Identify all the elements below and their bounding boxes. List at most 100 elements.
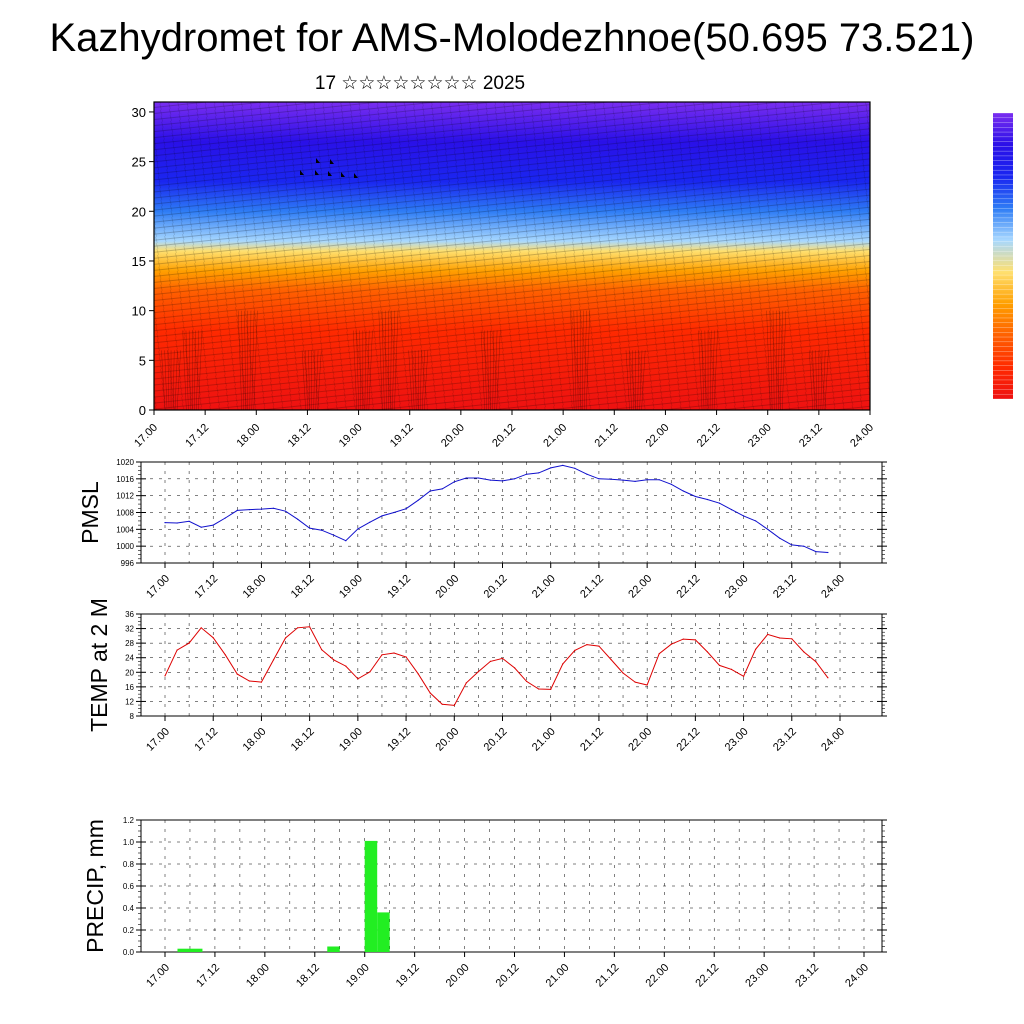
wind-streak [419,350,422,410]
x-tick-label: 20.12 [494,962,522,990]
wind-streak [421,350,425,410]
temperature-line [164,626,829,706]
y-tick-label: 5 [139,353,146,368]
data-point [321,649,323,651]
y-tick-label: 1.0 [123,838,135,847]
x-tick-label: 24.00 [843,962,871,990]
y-tick-label: 0.2 [123,926,135,935]
x-tick-label: 19.12 [385,726,413,754]
wind-streak [244,310,247,410]
x-tick-label: 24.00 [819,573,847,601]
data-point [489,660,491,663]
x-tick-label: 23.12 [771,573,799,601]
x-tick-label: 18.12 [289,726,317,754]
wind-streak [174,350,178,410]
y-tick-label: 20 [125,668,134,677]
x-tick-label: 22.00 [643,962,671,990]
wind-streak [766,310,771,410]
pmsl-line [164,464,828,553]
y-tick-label: 32 [125,625,134,634]
y-axis-label: PRECIP, mm [82,819,108,953]
wind-streak [492,330,495,410]
y-tick-label: 28 [125,639,134,648]
precip-bar [377,912,390,952]
wind-streak [249,310,252,410]
data-point [236,509,238,511]
x-tick-label: 20.00 [433,726,461,754]
wind-streak [641,350,646,410]
x-tick-label: 21.00 [541,422,569,450]
x-tick-label: 19.00 [344,962,372,990]
wind-streak [251,310,255,410]
wind-streak [628,350,632,410]
data-point [718,502,721,504]
y-tick-label: 16 [125,683,134,692]
wind-barb [300,170,304,175]
wind-streak [583,310,587,410]
wind-streak [480,330,485,410]
wind-streak [777,310,780,410]
x-tick-label: 19.12 [388,422,416,450]
data-point [212,524,214,526]
y-tick-label: 0.8 [123,860,135,869]
data-point [706,651,709,653]
y-tick-label: 0.0 [123,948,135,957]
data-point [453,481,455,483]
wind-streak [769,310,773,410]
wind-streak [781,310,787,410]
chart-title: Kazhydromet for AMS-Molodezhnoe(50.695 7… [49,16,975,60]
y-tick-label: 996 [121,559,135,568]
x-tick-label: 17.00 [144,726,172,754]
x-tick-label: 17.00 [132,422,160,450]
data-point [441,488,443,490]
data-point [345,540,347,542]
x-tick-label: 17.12 [183,422,211,450]
data-point [694,639,697,641]
data-point [453,704,455,707]
wind-streak [378,310,383,410]
x-tick-label: 20.12 [482,573,510,601]
wind-streak [585,310,591,410]
wind-barb [354,173,358,178]
x-tick-label: 21.12 [578,726,606,754]
wind-barb [341,172,345,177]
data-point [755,520,757,522]
data-point [550,467,552,469]
data-point [224,517,226,519]
wind-streak [390,310,392,410]
wind-streak [423,350,429,410]
colorbar [993,112,1013,400]
wind-streak [812,350,816,410]
data-point [405,656,407,658]
data-point [272,507,275,509]
x-tick-label: 20.12 [490,422,518,450]
x-tick-label: 23.00 [746,422,774,450]
data-point [465,682,467,684]
x-tick-label: 22.12 [693,962,721,990]
x-tick-label: 23.12 [797,422,825,450]
data-point [333,659,335,661]
data-point [827,677,829,679]
wind-streak [198,330,203,410]
wind-streak [815,350,818,410]
y-tick-label: 8 [130,712,135,721]
data-point [706,498,709,501]
data-point [767,528,769,530]
data-point [562,663,564,665]
wind-streak [176,350,181,410]
y-tick-label: 25 [132,155,146,170]
x-tick-label: 18.12 [289,573,317,601]
data-point [574,467,576,469]
wind-streak [392,310,396,410]
y-tick-label: 0.6 [123,882,135,891]
chart-subtitle: 17 ☆☆☆☆☆☆☆☆ 2025 [314,73,526,94]
data-point [200,627,202,629]
wind-streak [581,310,584,410]
wind-streak [356,330,360,410]
data-point [381,654,383,656]
x-tick-label: 23.00 [723,726,751,754]
wind-streak [772,310,775,410]
y-axis-label: TEMP at 2 M [86,598,112,732]
data-point [514,667,516,669]
